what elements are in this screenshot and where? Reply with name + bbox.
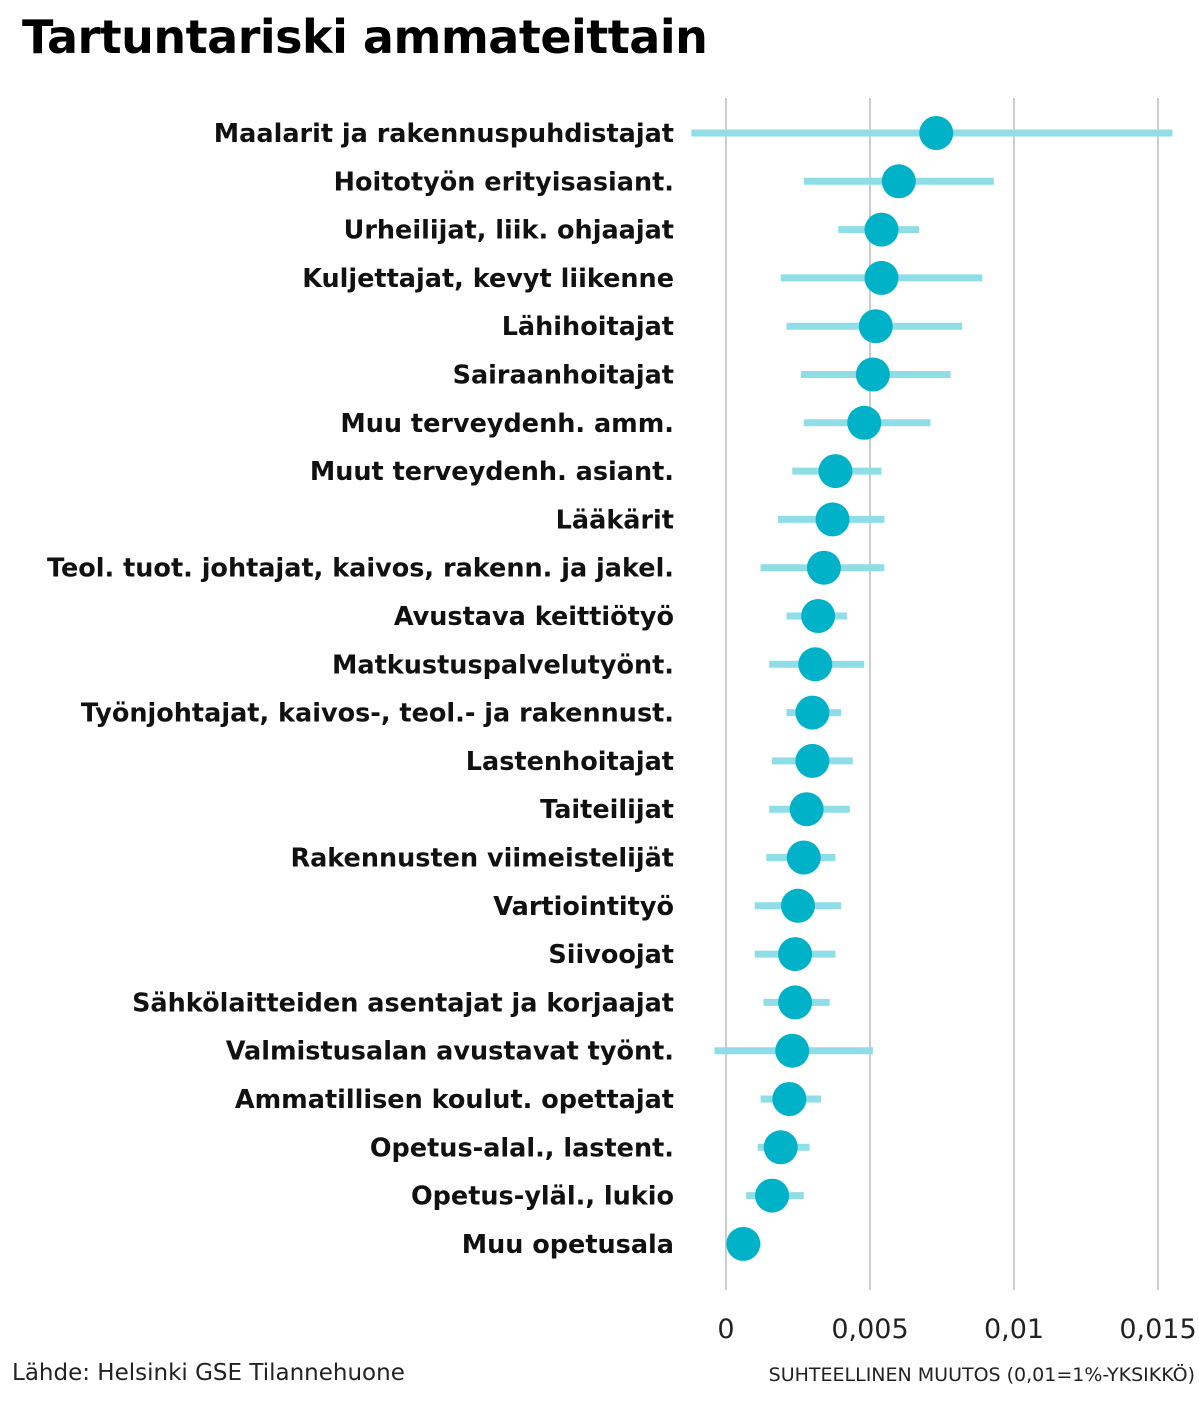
estimate-point xyxy=(755,1178,790,1213)
category-label: Sairaanhoitajat xyxy=(453,361,674,391)
chart-title: Tartuntariski ammateittain xyxy=(22,10,708,64)
category-label: Hoitotyön erityisasiant. xyxy=(334,167,674,197)
category-label: Muut terveydenh. asiant. xyxy=(310,457,674,487)
estimate-points xyxy=(726,116,954,1261)
estimate-point xyxy=(858,309,893,344)
estimate-point xyxy=(864,260,899,295)
category-label: Opetus-alal., lastent. xyxy=(370,1133,674,1163)
estimate-point xyxy=(801,599,836,633)
estimate-point xyxy=(781,888,815,923)
estimate-point xyxy=(775,1033,810,1068)
confidence-intervals xyxy=(691,129,1173,1248)
category-label: Työnjohtajat, kaivos-, teol.- ja rakennu… xyxy=(81,699,674,729)
estimate-point xyxy=(795,743,830,778)
estimate-point xyxy=(847,405,882,440)
category-label: Muu opetusala xyxy=(462,1230,674,1260)
category-label: Lastenhoitajat xyxy=(466,747,674,777)
category-label: Valmistusalan avustavat työnt. xyxy=(226,1037,674,1067)
estimate-point xyxy=(919,116,954,150)
estimate-point xyxy=(864,212,899,247)
category-label: Teol. tuot. johtajat, kaivos, rakenn. ja… xyxy=(47,554,674,584)
estimate-point xyxy=(778,985,813,1020)
source-note: Lähde: Helsinki GSE Tilannehuone xyxy=(12,1360,405,1386)
x-tick-label: 0 xyxy=(717,1314,734,1345)
estimate-point xyxy=(763,1130,798,1165)
estimate-point xyxy=(806,550,841,585)
x-tick-label: 0,005 xyxy=(831,1314,908,1345)
category-label: Vartiointityö xyxy=(493,892,674,922)
category-label: Rakennusten viimeistelijät xyxy=(290,844,674,874)
category-label: Opetus-yläl., lukio xyxy=(411,1182,674,1212)
category-label: Lääkärit xyxy=(556,505,674,535)
estimate-point xyxy=(855,357,890,392)
category-labels: Maalarit ja rakennuspuhdistajat Hoitotyön… xyxy=(47,119,674,1260)
category-label: Avustava keittiötyö xyxy=(394,602,674,632)
estimate-point xyxy=(815,502,850,537)
estimate-point xyxy=(881,164,916,199)
estimate-point xyxy=(789,792,824,827)
x-tick-label: 0,015 xyxy=(1119,1314,1196,1345)
x-axis-label: SUHTEELLINEN MUUTOS (0,01=1%-YKSIKKÖ) xyxy=(768,1364,1195,1386)
gridlines xyxy=(725,98,1159,1290)
estimate-point xyxy=(772,1082,807,1116)
category-label: Siivoojat xyxy=(548,940,674,970)
category-label: Lähihoitajat xyxy=(502,312,674,342)
x-tick-labels: 0 0,005 0,01 0,015 xyxy=(717,1314,1196,1345)
category-label: Kuljettajat, kevyt liikenne xyxy=(302,264,674,294)
category-label: Maalarit ja rakennuspuhdistajat xyxy=(214,119,674,149)
estimate-point xyxy=(726,1226,761,1261)
category-label: Ammatillisen koulut. opettajat xyxy=(235,1085,674,1115)
category-label: Taiteilijat xyxy=(540,795,674,825)
category-label: Urheilijat, liik. ohjaajat xyxy=(344,216,674,246)
estimate-point xyxy=(798,647,833,682)
estimate-point xyxy=(786,840,821,875)
category-label: Matkustuspalvelutyönt. xyxy=(332,650,674,680)
category-label: Sähkölaitteiden asentajat ja korjaajat xyxy=(132,988,674,1018)
estimate-point xyxy=(818,454,853,489)
category-label: Muu terveydenh. amm. xyxy=(340,409,674,439)
estimate-point xyxy=(795,695,830,730)
x-tick-label: 0,01 xyxy=(984,1314,1044,1345)
estimate-point xyxy=(778,937,813,972)
